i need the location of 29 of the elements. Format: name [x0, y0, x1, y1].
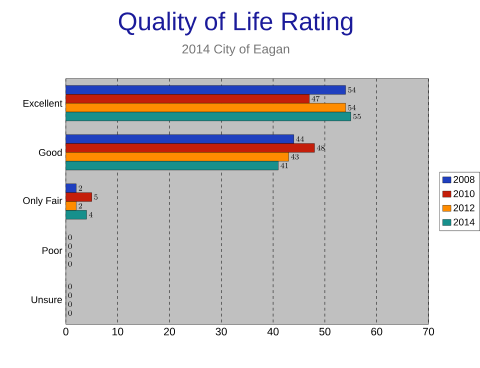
legend-label: 2014	[454, 218, 475, 226]
bar	[66, 144, 315, 153]
bar	[66, 86, 346, 95]
chart-subtitle: 2014 City of Eagan	[182, 44, 290, 56]
x-tick-label: 20	[164, 328, 176, 336]
y-tick-label: Only Fair	[23, 197, 62, 206]
x-tick-label: 0	[63, 328, 68, 336]
x-tick-label: 30	[216, 328, 227, 336]
x-tick-label: 40	[267, 328, 279, 336]
y-tick-label: Good	[38, 148, 62, 156]
x-tick-label: 10	[112, 328, 124, 336]
bar	[66, 152, 289, 162]
bar	[66, 184, 76, 193]
y-tick-label: Unsure	[32, 296, 62, 304]
legend-label: 2010	[454, 190, 475, 198]
bar	[66, 94, 310, 104]
x-tick-label: 70	[423, 328, 434, 336]
x-tick-label: 50	[319, 328, 330, 336]
chart-title: Quality of Life Rating	[118, 12, 352, 36]
y-tick-label: Poor	[42, 247, 62, 254]
legend-label: 2012	[454, 204, 474, 212]
legend-label: 2008	[454, 176, 474, 184]
bar	[66, 134, 294, 144]
bar	[66, 103, 346, 112]
y-tick-label: Excellent	[23, 100, 62, 108]
bar	[66, 112, 351, 122]
bar	[66, 161, 278, 170]
bar	[66, 210, 87, 220]
x-tick-label: 60	[371, 328, 382, 336]
